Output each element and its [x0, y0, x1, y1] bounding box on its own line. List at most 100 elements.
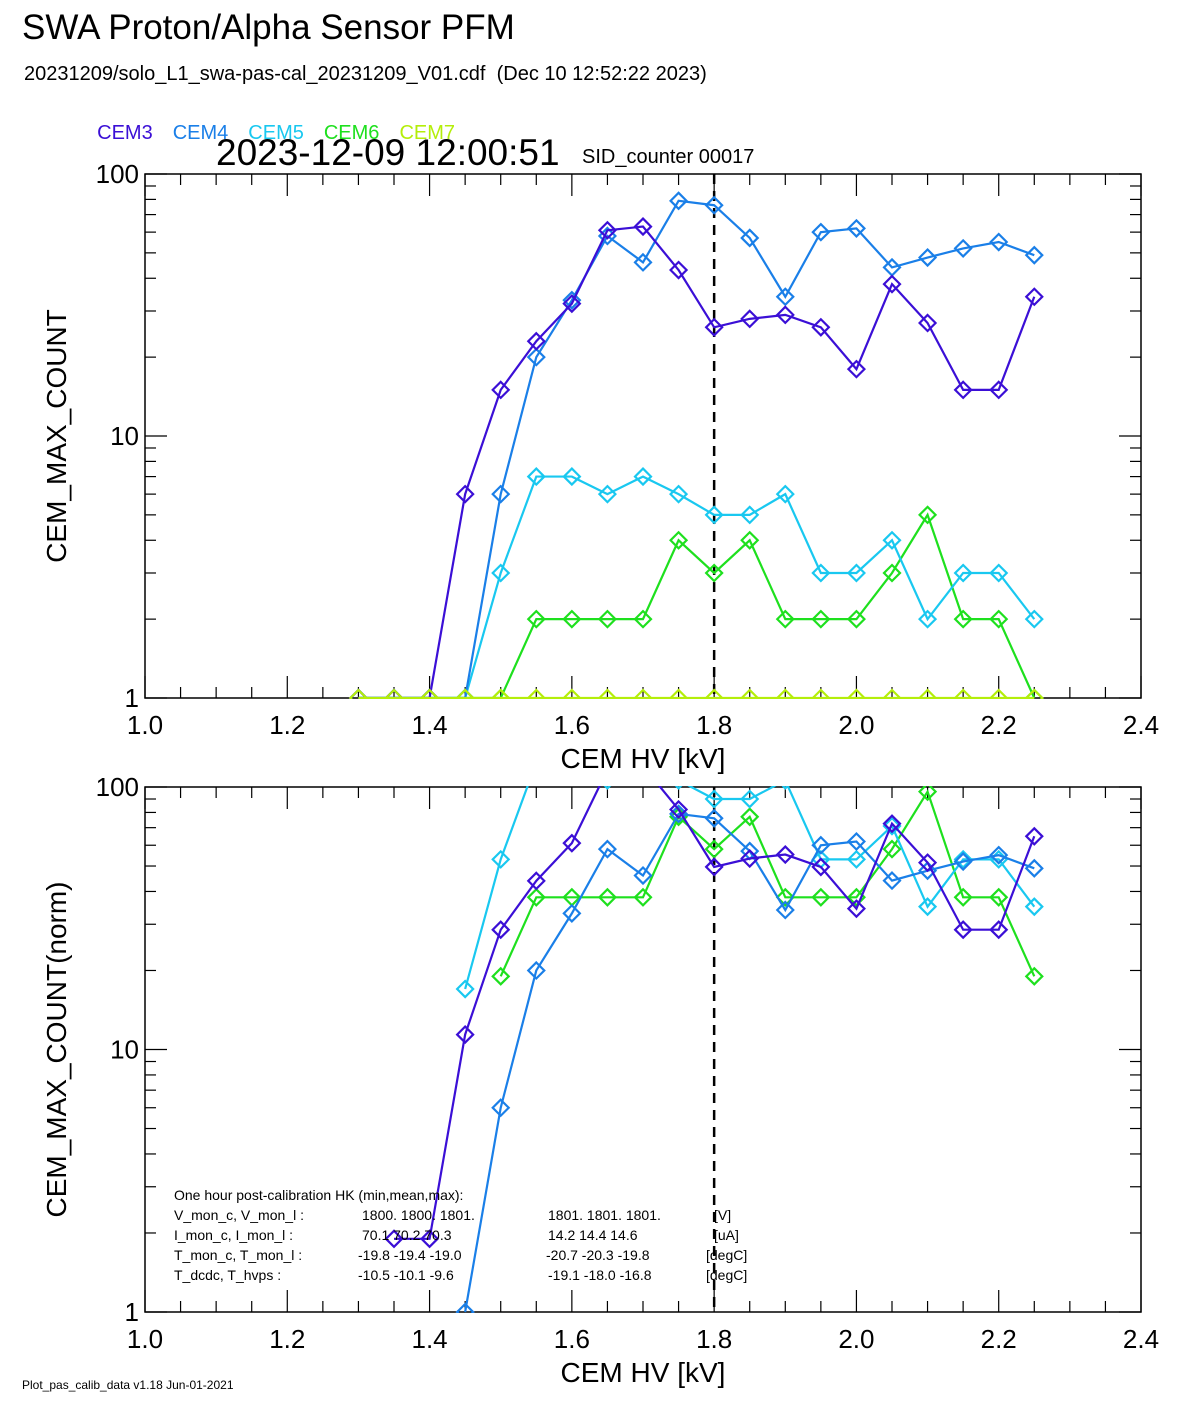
data-point [674, 786, 683, 790]
data-point [704, 688, 724, 699]
data-point [633, 467, 653, 487]
hk-row-label: T_mon_c, T_mon_l : [174, 1247, 302, 1263]
x-tick-label: 1.2 [269, 1324, 305, 1354]
data-point [811, 688, 831, 699]
data-point [420, 1229, 440, 1249]
data-point [989, 232, 1009, 252]
x-tick-label: 1.0 [127, 710, 163, 740]
data-point [526, 871, 546, 891]
hk-row-label: T_dcdc, T_hvps : [174, 1267, 281, 1283]
hk-row-unit: [degC] [706, 1267, 747, 1283]
data-point [1024, 858, 1044, 878]
data-point [740, 505, 760, 525]
data-point [811, 563, 831, 583]
data-point [882, 563, 902, 583]
data-point [989, 563, 1009, 583]
data-point [1024, 287, 1044, 307]
hk-row-label: V_mon_c, V_mon_l : [174, 1207, 304, 1223]
data-point [669, 191, 689, 211]
data-point [562, 609, 582, 629]
data-point [491, 688, 511, 699]
hk-row-c: 70.1 70.2 70.3 [362, 1227, 452, 1243]
data-point [597, 839, 617, 859]
data-point [526, 887, 546, 907]
data-point [384, 1229, 404, 1249]
data-point [526, 609, 546, 629]
data-point [633, 688, 653, 699]
hk-heading: One hour post-calibration HK (min,mean,m… [174, 1187, 463, 1203]
data-point [811, 317, 831, 337]
data-point [526, 467, 546, 487]
data-point [775, 484, 795, 504]
data-point [597, 484, 617, 504]
data-point [775, 287, 795, 307]
x-tick-label: 1.6 [554, 1324, 590, 1354]
data-point [740, 309, 760, 329]
data-point [455, 979, 475, 999]
hk-row-unit: [V] [714, 1207, 731, 1223]
y-axis-label: CEM_MAX_COUNT(norm) [41, 881, 72, 1217]
data-point [811, 887, 831, 907]
data-point [882, 530, 902, 550]
y-axis-label: CEM_MAX_COUNT [41, 309, 72, 563]
data-point [597, 887, 617, 907]
data-point [882, 871, 902, 891]
x-tick-label: 1.4 [411, 1324, 447, 1354]
x-tick-label: 1.0 [127, 1324, 163, 1354]
series-line-cem6 [358, 512, 1036, 699]
x-tick-label: 2.2 [981, 1324, 1017, 1354]
data-point [704, 317, 724, 337]
y-tick-label: 1 [125, 1297, 139, 1327]
data-point [633, 865, 653, 886]
data-point [491, 484, 511, 504]
y-tick-label: 1 [125, 683, 139, 713]
data-point [953, 920, 973, 940]
data-point [455, 1302, 475, 1313]
legend: CEM3 CEM4 CEM5 CEM6 CEM7 [86, 99, 475, 145]
data-point [918, 505, 938, 525]
data-point [918, 861, 938, 881]
series-group [384, 786, 1044, 1313]
data-point [775, 305, 795, 325]
data-point [562, 903, 582, 923]
data-point [918, 247, 938, 268]
data-point [669, 530, 689, 550]
legend-item-cem7: CEM7 [399, 122, 456, 144]
x-tick-label: 1.6 [554, 710, 590, 740]
data-point [775, 900, 795, 920]
hk-row-c: 1800. 1800. 1801. [362, 1207, 475, 1223]
bottom-panel: 1.0 1.2 1.4 1.6 1.8 2.0 2.2 2.4 1 10 100 CEM HV [kV… [41, 772, 1159, 1388]
top-panel: 1.0 1.2 1.4 1.6 1.8 2.0 2.2 2.4 1 10 100 CEM HV [kV… [41, 159, 1159, 774]
x-axis-label: CEM HV [kV] [561, 743, 726, 774]
data-point [989, 920, 1009, 940]
y-tick-label: 10 [110, 421, 139, 451]
data-point [740, 789, 760, 809]
data-point [1024, 609, 1044, 629]
hk-row-unit: [degC] [706, 1247, 747, 1263]
data-point [491, 849, 511, 869]
timestamp: 2023-12-09 12:00:51 [216, 132, 560, 173]
data-point [989, 887, 1009, 907]
data-point [669, 260, 689, 280]
data-point [740, 688, 760, 699]
legend-item-cem5: CEM5 [248, 122, 304, 144]
x-axis-label: CEM HV [kV] [561, 1357, 726, 1388]
data-point [740, 530, 760, 550]
data-point [811, 609, 831, 629]
hk-text-block: One hour post-calibration HK (min,mean,m… [174, 1187, 747, 1283]
x-tick-label: 1.4 [411, 710, 447, 740]
data-point [989, 845, 1009, 865]
data-point [953, 563, 973, 583]
data-point [491, 1098, 511, 1118]
hk-row-label: I_mon_c, I_mon_l : [174, 1227, 293, 1243]
data-point [455, 484, 475, 504]
data-point [918, 609, 938, 629]
series-line-cem4 [358, 199, 1035, 699]
series-line-cem5 [464, 786, 1036, 990]
data-point [455, 688, 475, 699]
data-point [669, 799, 689, 820]
data-point [846, 831, 866, 852]
data-point [669, 688, 689, 699]
data-point [597, 609, 617, 629]
x-tick-label: 2.4 [1123, 710, 1159, 740]
